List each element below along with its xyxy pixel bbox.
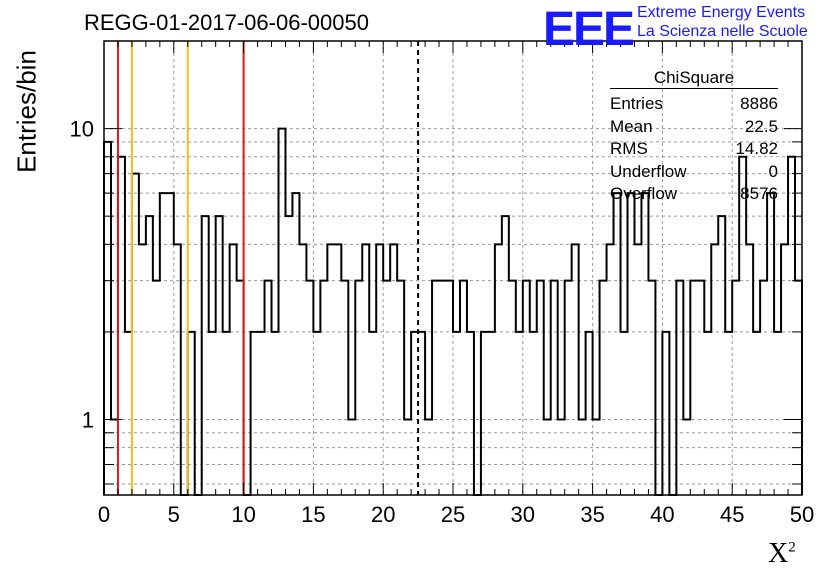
logo-line-1: Extreme Energy Events: [637, 4, 806, 21]
stats-row: Mean 22.5: [610, 116, 778, 139]
x-tick-label: 45: [720, 502, 744, 527]
stats-row: RMS 14.82: [610, 138, 778, 161]
stats-value: 14.82: [735, 139, 778, 158]
stats-value: 8576: [740, 184, 778, 203]
x-tick-label: 25: [441, 502, 465, 527]
chart-title: REGG-01-2017-06-06-00050: [84, 10, 369, 35]
stats-label: RMS: [610, 139, 648, 158]
x-axis-label-text: X: [768, 538, 789, 569]
y-tick-label: 1: [82, 407, 94, 432]
stats-row: Entries 8886: [610, 93, 778, 116]
x-tick-label: 50: [790, 502, 814, 527]
x-tick-label: 20: [371, 502, 395, 527]
x-tick-label: 30: [511, 502, 535, 527]
stats-value: 0: [768, 161, 778, 181]
x-axis-label-superscript: 2: [788, 539, 796, 556]
x-tick-label: 40: [650, 502, 674, 527]
stats-title: ChiSquare: [610, 68, 778, 89]
stats-row: Underflow 0: [610, 161, 778, 184]
stats-box: ChiSquare Entries 8886 Mean 22.5 RMS 14.82 …: [610, 68, 778, 206]
x-axis-label: X2: [768, 538, 796, 570]
stats-label: Underflow: [610, 161, 687, 181]
logo-text: Extreme Energy Events La Scienza nelle S…: [637, 3, 808, 41]
x-tick-label: 0: [98, 502, 110, 527]
histogram-series: [103, 127, 803, 496]
logo-line-2: La Scienza nelle Scuole: [637, 23, 808, 40]
x-tick-label: 15: [301, 502, 325, 527]
stats-value: 8886: [740, 94, 778, 113]
stats-row: Overflow 8576: [610, 183, 778, 206]
y-tick-label: 10: [70, 117, 94, 142]
y-axis-label: Entries/bin: [11, 50, 42, 173]
stats-label: Overflow: [610, 184, 678, 203]
stats-value: 22.5: [744, 116, 778, 136]
x-tick-label: 10: [231, 502, 255, 527]
eee-logo: EEE: [543, 3, 635, 56]
x-tick-label: 5: [168, 502, 180, 527]
stats-label: Mean: [610, 116, 653, 136]
x-tick-label: 35: [580, 502, 604, 527]
stats-label: Entries: [610, 94, 663, 113]
